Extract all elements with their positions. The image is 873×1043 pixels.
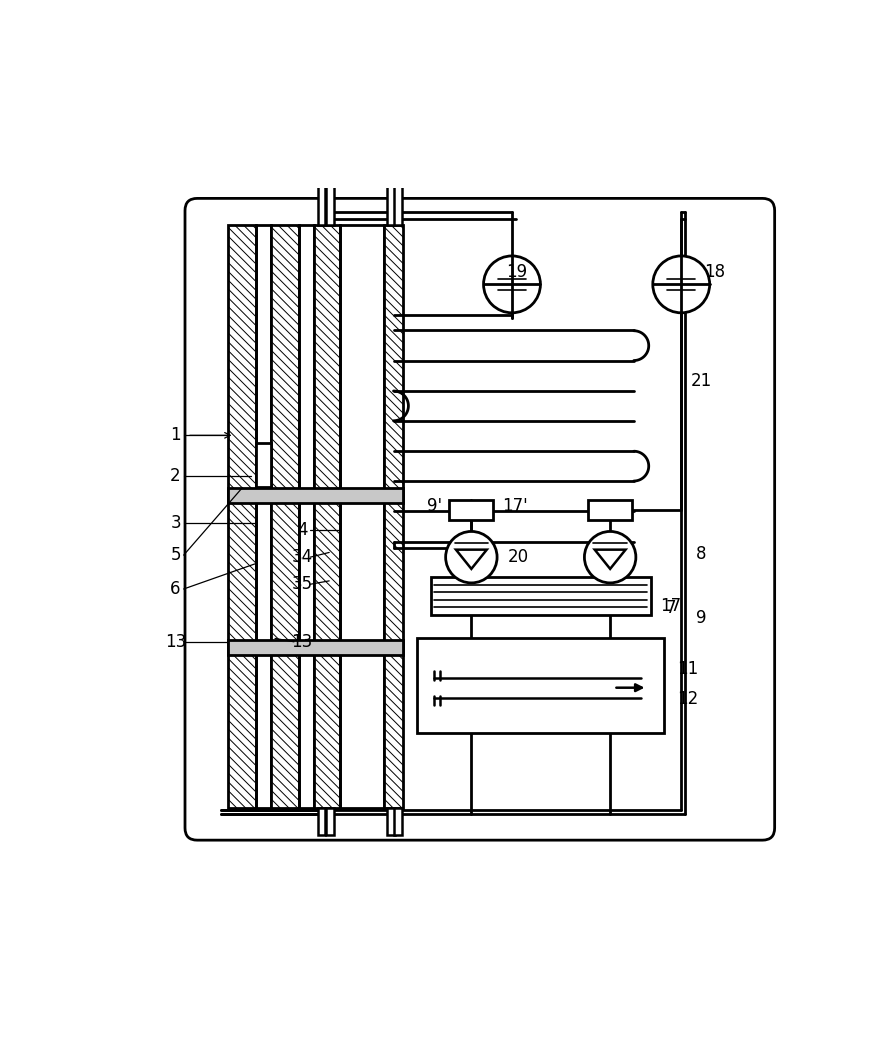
Text: 1: 1 [170, 427, 181, 444]
Bar [384, 225, 402, 807]
Bar [271, 225, 299, 807]
Text: 6: 6 [170, 580, 181, 598]
Bar [256, 225, 271, 807]
Bar [394, 178, 402, 225]
Text: 9: 9 [696, 609, 706, 627]
Bar [271, 225, 299, 807]
Text: 4: 4 [297, 522, 307, 539]
Bar [384, 225, 402, 807]
Bar [388, 178, 395, 225]
Text: 2: 2 [170, 467, 181, 485]
Circle shape [652, 256, 709, 313]
Bar [314, 225, 340, 807]
Text: 7: 7 [665, 599, 676, 617]
Bar [430, 578, 650, 614]
Text: 9': 9' [426, 498, 442, 515]
Polygon shape [456, 550, 486, 568]
Text: 3: 3 [170, 514, 181, 532]
Bar [228, 640, 402, 655]
Bar [256, 443, 271, 487]
Polygon shape [595, 550, 625, 568]
Bar [271, 225, 299, 807]
Bar [228, 225, 256, 807]
Circle shape [445, 532, 497, 583]
Text: 5: 5 [170, 547, 181, 564]
Circle shape [584, 532, 636, 583]
Bar [318, 807, 325, 834]
Bar [228, 488, 402, 503]
Bar [384, 225, 402, 807]
Text: 19: 19 [505, 263, 527, 281]
FancyBboxPatch shape [185, 198, 774, 841]
Bar [340, 225, 384, 807]
Text: 18: 18 [705, 263, 725, 281]
Bar [394, 807, 402, 834]
Bar [228, 225, 256, 807]
Bar [314, 225, 340, 807]
Text: 12: 12 [677, 690, 698, 708]
Bar [449, 500, 493, 520]
Text: 11: 11 [677, 660, 698, 678]
Bar [318, 178, 325, 225]
Text: 13: 13 [165, 633, 186, 651]
Bar [588, 500, 632, 520]
Bar [388, 807, 395, 834]
Text: 35: 35 [292, 576, 313, 593]
Bar [327, 807, 333, 834]
Bar [314, 225, 340, 807]
Text: 17: 17 [660, 597, 681, 615]
Text: 21: 21 [691, 372, 711, 390]
Bar [417, 638, 663, 733]
Text: 34: 34 [292, 549, 313, 566]
Text: 13: 13 [292, 633, 313, 651]
Text: 17': 17' [502, 498, 528, 515]
Text: 8: 8 [696, 544, 706, 563]
Bar [327, 178, 333, 225]
Circle shape [484, 256, 540, 313]
Text: 20: 20 [507, 549, 528, 566]
Bar [228, 225, 256, 807]
Bar [299, 225, 314, 807]
